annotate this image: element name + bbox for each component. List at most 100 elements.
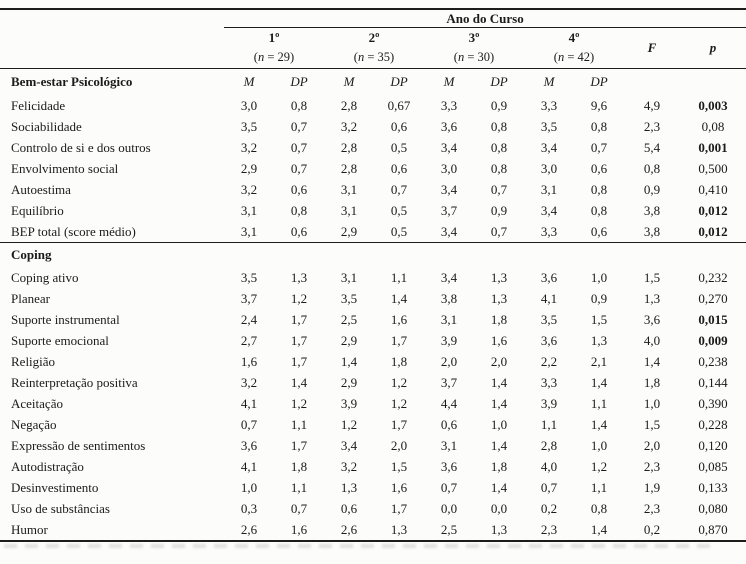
- value-cell: 1,0: [490, 416, 508, 432]
- value-cell: 0,8: [590, 118, 608, 134]
- value-cell: 0,7: [490, 181, 508, 197]
- table-row: Autodistração 4,1 1,8 3,2 1,5 3,6 1,8 4,0 1,2 2,3…: [0, 456, 746, 477]
- value-cell: 3,5: [540, 311, 558, 327]
- value-cell: 3,1: [440, 437, 458, 453]
- p-value-cell: 0,085: [698, 458, 728, 474]
- value-cell: 3,2: [240, 374, 258, 390]
- value-cell: 1,0: [240, 479, 258, 495]
- p-value-cell: 0,08: [701, 118, 725, 134]
- value-cell: 1,1: [390, 269, 408, 285]
- section-title: Coping: [0, 242, 746, 267]
- row-label: Equilíbrio: [11, 202, 64, 218]
- value-cell: 1,8: [490, 458, 508, 474]
- value-cell: 2,6: [340, 521, 358, 537]
- value-cell: 3,1: [540, 181, 558, 197]
- value-cell: 0,7: [240, 416, 258, 432]
- table-row: Uso de substâncias 0,3 0,7 0,6 1,7 0,0 0,0 0,2 0…: [0, 498, 746, 519]
- value-cell: 1,4: [490, 395, 508, 411]
- value-cell: 3,1: [240, 223, 258, 239]
- value-cell: 3,4: [540, 202, 558, 218]
- table-row: Expressão de sentimentos 3,6 1,7 3,4 2,0 3,1 1…: [0, 435, 746, 456]
- f-value-cell: 2,0: [643, 437, 661, 453]
- value-cell: 1,7: [390, 332, 408, 348]
- value-cell: 1,3: [490, 290, 508, 306]
- value-cell: 1,6: [240, 353, 258, 369]
- value-cell: 1,1: [290, 479, 308, 495]
- value-cell: 1,8: [390, 353, 408, 369]
- row-label: Planear: [11, 290, 50, 306]
- p-value-cell: 0,500: [698, 160, 728, 176]
- p-value-cell: 0,238: [698, 353, 728, 369]
- n-row: (n = 29) (n = 35) (n = 30) (n = 42): [0, 47, 746, 69]
- value-cell: 3,5: [240, 118, 258, 134]
- table-row: Suporte instrumental 2,4 1,7 2,5 1,6 3,1 1,8 3,…: [0, 309, 746, 330]
- row-label: Autoestima: [11, 181, 71, 197]
- value-cell: 1,7: [290, 437, 308, 453]
- value-cell: 0,0: [490, 500, 508, 516]
- value-cell: 2,1: [590, 353, 608, 369]
- value-cell: 3,6: [540, 332, 558, 348]
- row-label: Suporte emocional: [11, 332, 109, 348]
- value-cell: 0,7: [290, 500, 308, 516]
- dp-header: DP: [390, 74, 408, 89]
- value-cell: 3,6: [540, 269, 558, 285]
- value-cell: 3,6: [440, 458, 458, 474]
- value-cell: 3,4: [440, 139, 458, 155]
- f-value-cell: 0,8: [643, 160, 661, 176]
- value-cell: 0,7: [290, 118, 308, 134]
- value-cell: 1,2: [290, 290, 308, 306]
- value-cell: 0,6: [590, 223, 608, 239]
- table-row: Planear 3,7 1,2 3,5 1,4 3,8 1,3 4,1 0,9 1,3 0,270: [0, 288, 746, 309]
- dp-header: DP: [490, 74, 508, 89]
- value-cell: 1,3: [490, 521, 508, 537]
- value-cell: 4,4: [440, 395, 458, 411]
- value-cell: 1,6: [390, 311, 408, 327]
- table-row: Religião 1,6 1,7 1,4 1,8 2,0 2,0 2,2 2,1 1,4 0,238: [0, 351, 746, 372]
- value-cell: 1,1: [290, 416, 308, 432]
- value-cell: 2,6: [240, 521, 258, 537]
- value-cell: 3,2: [340, 118, 358, 134]
- value-cell: 1,3: [490, 269, 508, 285]
- f-value-cell: 3,8: [643, 223, 661, 239]
- table-row: Coping ativo 3,5 1,3 3,1 1,1 3,4 1,3 3,6 1,0 1,5 0…: [0, 267, 746, 288]
- value-cell: 2,5: [340, 311, 358, 327]
- p-value-cell: 0,144: [698, 374, 728, 390]
- value-cell: 1,5: [390, 458, 408, 474]
- value-cell: 0,7: [590, 139, 608, 155]
- value-cell: 3,2: [340, 458, 358, 474]
- value-cell: 1,1: [590, 395, 608, 411]
- value-cell: 2,8: [340, 139, 358, 155]
- f-header-empty: [624, 69, 680, 96]
- value-cell: 0,8: [490, 118, 508, 134]
- f-value-cell: 4,9: [643, 97, 661, 113]
- value-cell: 3,1: [340, 269, 358, 285]
- value-cell: 1,2: [390, 395, 408, 411]
- value-cell: 1,3: [290, 269, 308, 285]
- value-cell: 0,5: [390, 139, 408, 155]
- value-cell: 1,6: [290, 521, 308, 537]
- f-column-header: F: [624, 27, 680, 69]
- value-cell: 1,2: [390, 374, 408, 390]
- value-cell: 1,4: [590, 416, 608, 432]
- value-cell: 3,0: [240, 97, 258, 113]
- value-cell: 1,7: [390, 416, 408, 432]
- row-label: BEP total (score médio): [11, 223, 136, 239]
- p-value-cell: 0,870: [698, 521, 728, 537]
- p-value-cell: 0,390: [698, 395, 728, 411]
- value-cell: 0,2: [540, 500, 558, 516]
- value-cell: 0,6: [290, 223, 308, 239]
- row-label: Sociabilidade: [11, 118, 82, 134]
- value-cell: 3,9: [540, 395, 558, 411]
- year-2-n: (n = 35): [324, 47, 424, 69]
- table-row: Reinterpretação positiva 3,2 1,4 2,9 1,2 3,7 1…: [0, 372, 746, 393]
- value-cell: 0,8: [490, 139, 508, 155]
- value-cell: 0,7: [490, 223, 508, 239]
- p-value-cell: 0,232: [698, 269, 728, 285]
- value-cell: 3,9: [440, 332, 458, 348]
- value-cell: 0,7: [290, 139, 308, 155]
- value-cell: 1,4: [590, 374, 608, 390]
- row-label: Uso de substâncias: [11, 500, 110, 516]
- value-cell: 0,8: [290, 97, 308, 113]
- anova-results-table: Ano do Curso 1º 2º 3º 4º F p (n = 29) (n…: [0, 8, 746, 542]
- table-row: BEP total (score médio) 3,1 0,6 2,9 0,5 3,4 0,…: [0, 221, 746, 243]
